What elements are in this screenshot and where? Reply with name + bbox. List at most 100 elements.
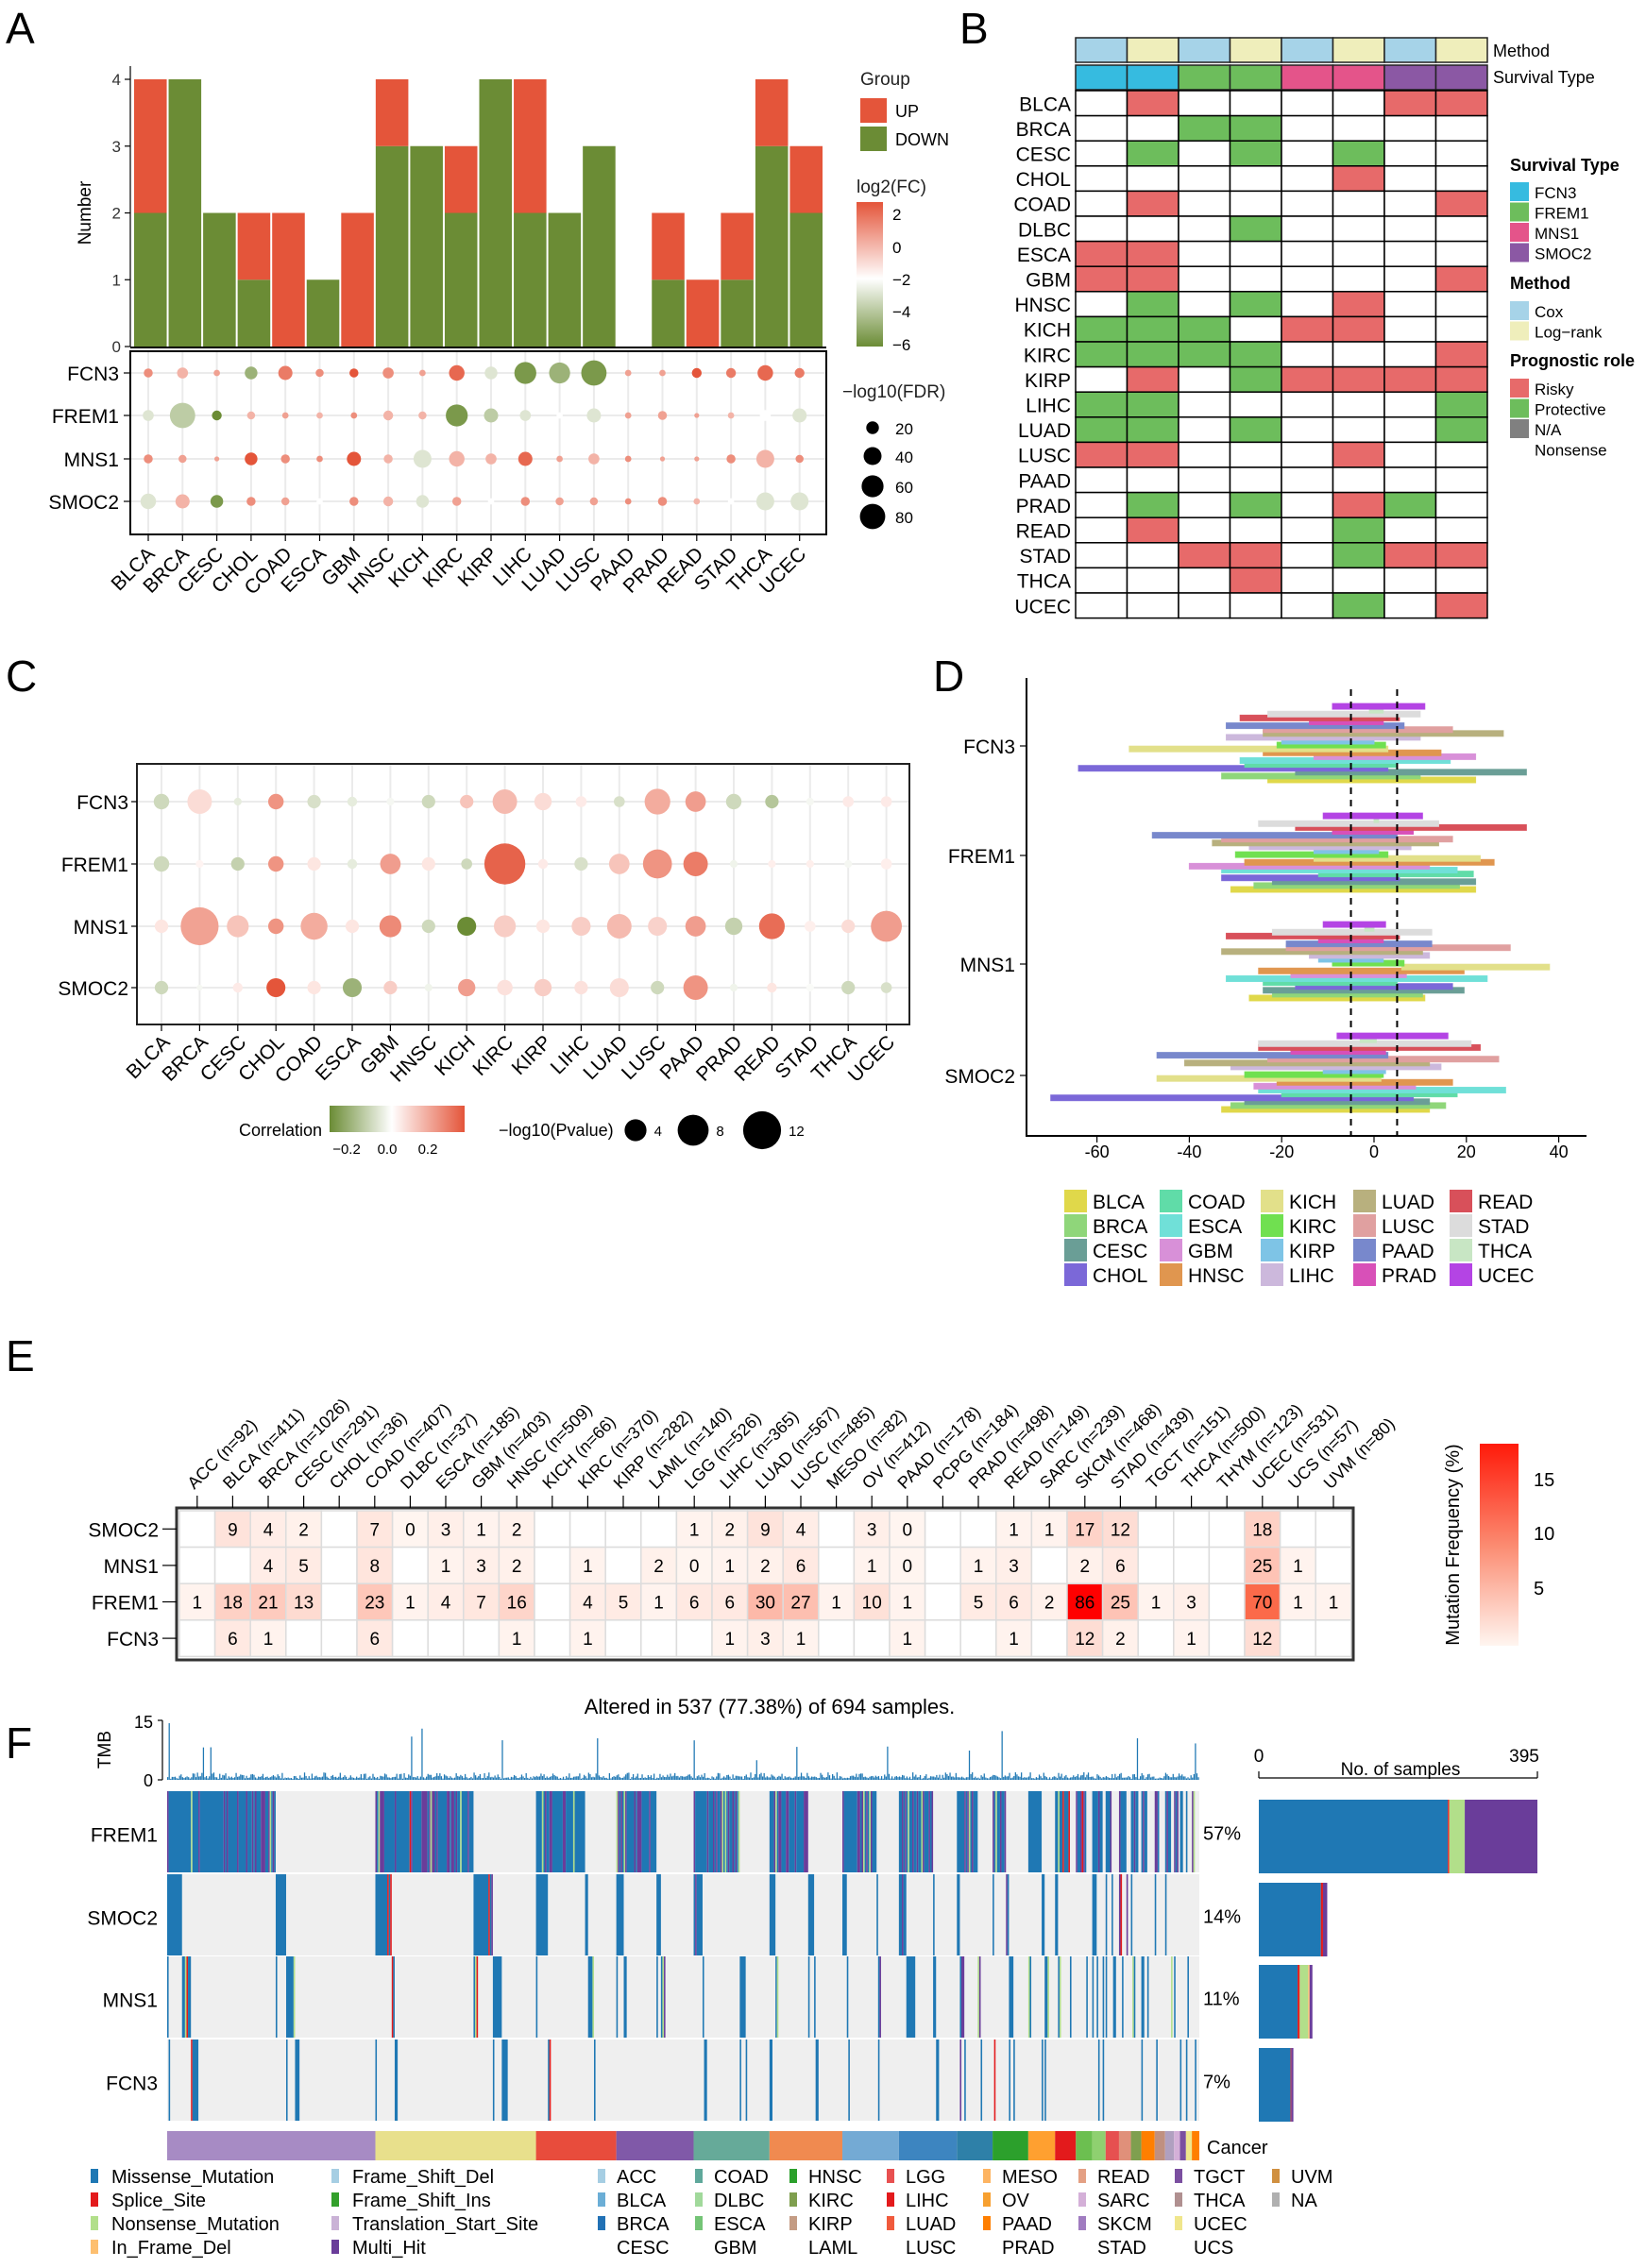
heatmap-cell-KIRP — [1075, 365, 1128, 393]
f-cancer-legend-label: UCS — [1194, 2238, 1233, 2259]
b-legend-label: FREM1 — [1535, 205, 1589, 223]
tmb-bar — [184, 1777, 187, 1780]
d-legend-swatch-STAD — [1450, 1214, 1472, 1237]
mutation-SMOC2 — [1092, 1874, 1097, 1955]
tmb-bar — [1035, 1777, 1038, 1780]
tmb-bar — [315, 1775, 317, 1780]
tmb-bar — [1192, 1777, 1194, 1780]
mutation-FREM1 — [253, 1791, 255, 1872]
mutation-FREM1 — [726, 1791, 728, 1872]
tmb-bar — [434, 1776, 436, 1780]
a-size-legend-label: 40 — [895, 449, 913, 466]
mutation-FREM1 — [1084, 1791, 1087, 1872]
panel-label-e: E — [6, 1331, 35, 1380]
tmb-bar — [1059, 1776, 1061, 1780]
tmb-bar — [1150, 1777, 1152, 1780]
panel-label-c: C — [6, 652, 37, 701]
b-legend-label: SMOC2 — [1535, 245, 1591, 263]
c-x-tick-label: KICH — [431, 1031, 480, 1080]
f-legend-label: Translation_Start_Site — [352, 2214, 538, 2235]
heatmap-cell-ESCA — [1281, 240, 1334, 267]
heatmap-cell-SMOC2 — [178, 1510, 216, 1549]
heatmap-cell-FREM1 — [498, 1583, 535, 1621]
heatmap-cell-HNSC — [1332, 291, 1385, 318]
mutation-FREM1 — [794, 1791, 797, 1872]
tmb-bar — [843, 1777, 845, 1780]
tmb-bar — [1037, 1777, 1039, 1780]
tmb-bar — [1107, 1777, 1109, 1780]
mutation-MNS1 — [662, 1956, 665, 2038]
tmb-bar — [214, 1777, 216, 1780]
f-cancer-legend-swatch-SKCM — [1078, 2216, 1086, 2230]
e-cell-value: 4 — [263, 1557, 274, 1577]
mutation-SMOC2 — [769, 1874, 776, 1955]
mutation-FCN3 — [1013, 2040, 1015, 2121]
tmb-bar — [561, 1778, 563, 1780]
mutation-MNS1 — [623, 1956, 627, 2038]
e-legend-title: Mutation Frequency (%) — [1443, 1444, 1464, 1645]
mutation-FREM1 — [714, 1791, 717, 1872]
f-percent-label: 57% — [1203, 1824, 1241, 1845]
heatmap-cell-LUSC — [1075, 441, 1128, 468]
heatmap-cell-LIHC — [1229, 391, 1282, 418]
heatmap-cell-LIHC — [1383, 391, 1437, 418]
dot-SMOC2-STAD — [727, 498, 735, 505]
tmb-bar — [473, 1772, 475, 1780]
dot-FREM1-KICH — [461, 858, 473, 870]
mutation-FREM1 — [1001, 1791, 1005, 1872]
b-legend-swatch — [1510, 419, 1529, 438]
heatmap-cell-SMOC2 — [1279, 1510, 1316, 1549]
b-legend-label: Cox — [1535, 303, 1564, 321]
tmb-bar — [367, 1777, 369, 1780]
tmb-bar — [408, 1774, 410, 1780]
e-cell-value: 1 — [1293, 1594, 1303, 1614]
dot-MNS1-BLCA — [144, 454, 153, 464]
mutation-FREM1 — [1092, 1791, 1098, 1872]
tmb-bar — [778, 1775, 780, 1780]
tmb-bar — [229, 1777, 231, 1780]
dot-SMOC2-CHOL — [246, 497, 256, 506]
tmb-bar — [761, 1776, 764, 1780]
mutation-SMOC2 — [1111, 1874, 1113, 1955]
tmb-bar — [572, 1776, 575, 1780]
mutation-MNS1 — [1092, 1956, 1095, 2038]
tmb-bar — [541, 1776, 544, 1780]
heatmap-cell-SMOC2 — [320, 1510, 358, 1549]
tmb-bar — [913, 1776, 915, 1780]
tmb-bar — [277, 1774, 279, 1780]
dot-SMOC2-PRAD — [657, 497, 668, 506]
mutation-SMOC2 — [876, 1874, 878, 1955]
dot-FREM1-ESCA — [347, 858, 358, 870]
a-size-legend-dot — [861, 475, 884, 498]
dot-MNS1-KIRP — [535, 919, 551, 934]
tmb-bar — [1010, 1778, 1012, 1780]
heatmap-cell-SMOC2 — [1315, 1510, 1352, 1549]
tmb-bar — [1153, 1776, 1155, 1780]
tmb-bar — [711, 1776, 713, 1780]
tmb-bar — [443, 1774, 446, 1780]
e-cell-value: 3 — [1009, 1557, 1019, 1577]
heatmap-cell-GBM — [1434, 265, 1488, 293]
mutation-FREM1 — [450, 1791, 451, 1872]
tmb-bar — [818, 1777, 821, 1780]
tmb-bar — [719, 1773, 721, 1780]
tmb-bar — [1055, 1776, 1057, 1780]
f-cancer-legend-swatch-COAD — [695, 2169, 703, 2183]
d-legend-label: KIRP — [1289, 1241, 1335, 1262]
heatmap-cell-MNS1 — [1279, 1546, 1316, 1584]
tmb-bar — [947, 1775, 950, 1780]
tmb-bar — [784, 1776, 786, 1780]
tmb-bar — [729, 1776, 731, 1780]
heatmap-cell-SMOC2 — [818, 1510, 856, 1549]
tmb-bar — [1104, 1777, 1106, 1780]
dot-MNS1-THCA — [841, 919, 856, 934]
mutation-FREM1 — [549, 1791, 552, 1872]
tmb-bar — [468, 1778, 470, 1780]
tmb-bar — [1115, 1777, 1118, 1780]
a-row-label: MNS1 — [64, 449, 119, 471]
mutation-FREM1 — [551, 1791, 563, 1872]
dot-FREM1-PRAD — [657, 411, 668, 420]
legend-swatch-up — [860, 98, 887, 123]
mutation-FCN3 — [394, 2040, 399, 2121]
mutation-FREM1 — [429, 1791, 431, 1872]
